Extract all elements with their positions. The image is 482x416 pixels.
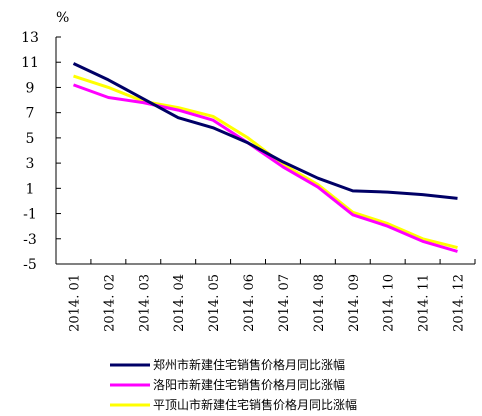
- x-tick-label: 2014. 07: [277, 274, 292, 332]
- legend: 郑州市新建住宅销售价格月同比涨幅洛阳市新建住宅销售价格月同比涨幅平顶山市新建住宅…: [110, 357, 357, 412]
- y-unit-label: %: [56, 10, 69, 26]
- x-tick-label: 2014. 08: [312, 274, 327, 332]
- x-tick-label: 2014. 05: [207, 274, 222, 332]
- series-line: [72, 62, 458, 200]
- legend-label: 郑州市新建住宅销售价格月同比涨幅: [153, 357, 345, 372]
- x-tick-labels: 2014. 01 2014. 02 2014. 03 2014. 04 2014. 05…: [67, 274, 466, 332]
- y-tick-label: 1: [26, 181, 35, 197]
- y-tick-label: 9: [26, 80, 35, 96]
- x-tick-label: 2014. 01: [67, 274, 82, 332]
- y-tick-label: 7: [26, 106, 35, 122]
- x-tick-label: 2014. 12: [452, 274, 467, 332]
- axes: [55, 36, 476, 265]
- x-tick-label: 2014. 03: [137, 274, 152, 332]
- series-lines: [72, 62, 458, 253]
- legend-label: 平顶山市新建住宅销售价格月同比涨幅: [153, 397, 357, 412]
- y-tick-label: 5: [26, 131, 35, 147]
- y-tick-label: 11: [21, 55, 39, 71]
- y-tick-label: -1: [23, 207, 37, 223]
- x-tick-label: 2014. 11: [417, 274, 432, 332]
- y-tick-labels: 13 11 9 7 5 3 1 -1 -3 -5: [21, 30, 39, 273]
- x-tick-label: 2014. 04: [172, 274, 187, 332]
- legend-label: 洛阳市新建住宅销售价格月同比涨幅: [153, 377, 345, 392]
- y-tick-label: -5: [23, 257, 37, 273]
- x-tick-label: 2014. 06: [242, 274, 257, 332]
- x-tick-label: 2014. 09: [347, 274, 362, 332]
- y-tick-label: 13: [21, 30, 39, 46]
- y-tick-label: -3: [23, 232, 37, 248]
- y-tick-label: 3: [26, 156, 35, 172]
- series-line: [72, 83, 458, 253]
- x-tick-label: 2014. 02: [102, 274, 117, 332]
- x-tick-label: 2014. 10: [382, 274, 397, 332]
